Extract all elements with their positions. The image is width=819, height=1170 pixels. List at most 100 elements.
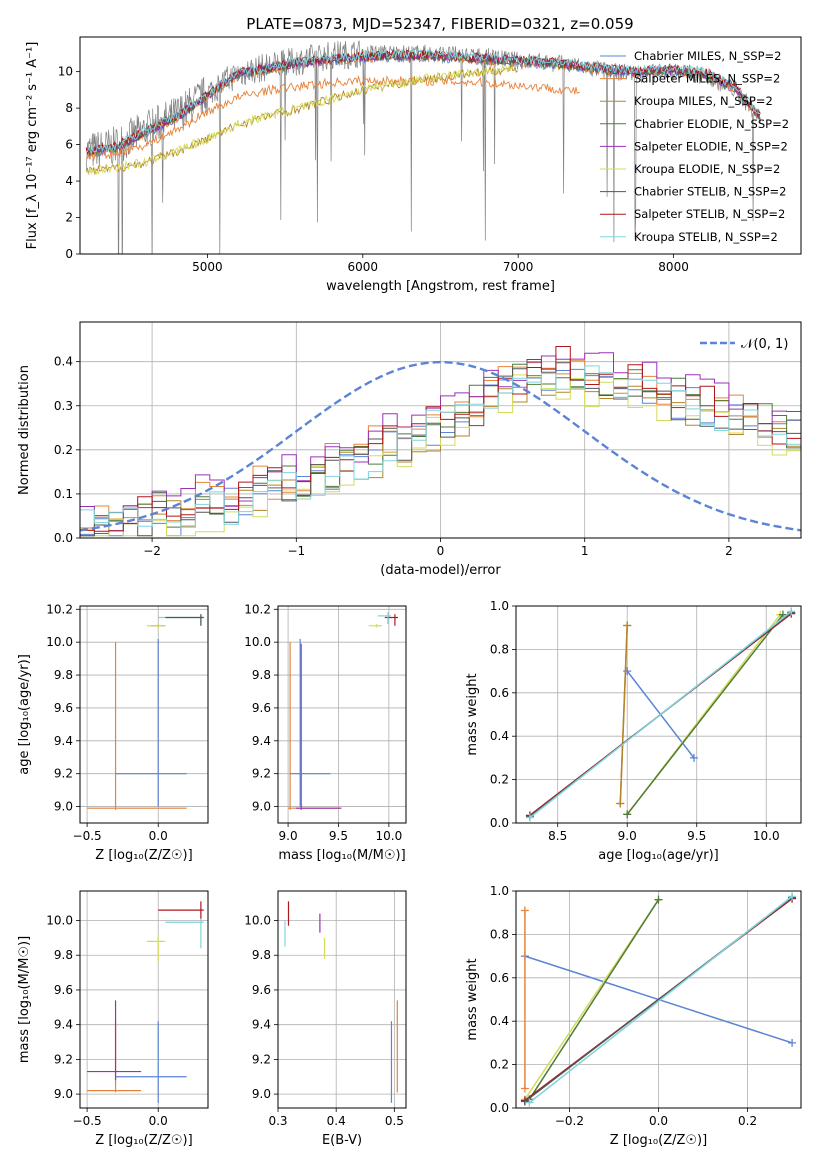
- massweight_vs_age-ytick-label: 0.8: [490, 642, 509, 656]
- massweight_vs_Z-ytick-label: 1.0: [490, 884, 509, 898]
- massweight_vs_age-xtick-label: 9.5: [687, 829, 706, 843]
- mass_vs_Z-xlabel: Z [log₁₀(Z/Z☉)]: [95, 1133, 192, 1148]
- age_vs_Z-point-4: [158, 614, 204, 626]
- figure-title: PLATE=0873, MJD=52347, FIBERID=0321, z=0…: [246, 15, 633, 33]
- legend-label-4: Salpeter ELODIE, N_SSP=2: [634, 139, 788, 153]
- massweight_vs_age-marker: [689, 753, 698, 762]
- age_vs_Z-xtick-label: −0.5: [73, 829, 102, 843]
- massweight_vs_Z-frame: [515, 890, 802, 1109]
- legend-label-7: Salpeter STELIB, N_SSP=2: [634, 207, 785, 221]
- massweight_vs_Z-ytick-label: 0.2: [490, 1058, 509, 1072]
- mass_vs_Z-ytick-label: 9.4: [54, 1018, 73, 1032]
- massweight_vs_age-plot: [525, 607, 796, 822]
- massweight_vs_age-xtick-label: 9.0: [618, 829, 637, 843]
- massweight_vs_Z-marker: [654, 895, 663, 904]
- legend-label-3: Chabrier ELODIE, N_SSP=2: [634, 117, 789, 131]
- mass_vs_ebv-plot: [284, 901, 398, 1103]
- age_vs_Z-point-5: [165, 614, 204, 626]
- age_vs_mass-point-1: [296, 643, 342, 810]
- model-spectrum-1: [85, 75, 580, 162]
- age_vs_Z-point-1: [115, 638, 187, 807]
- spectrum-ylabel: Flux [f_λ 10⁻¹⁷ erg cm⁻² s⁻¹ A⁻¹]: [25, 42, 40, 250]
- age_vs_mass-frame: [277, 605, 407, 824]
- legend-label-0: Chabrier MILES, N_SSP=2: [634, 49, 781, 63]
- age_vs_mass-ytick-label: 10.0: [244, 635, 271, 649]
- mass_vs_Z-ytick-label: 9.6: [54, 983, 73, 997]
- age_vs_Z-ytick-label: 9.6: [54, 701, 73, 715]
- mass_vs_Z-axes: −0.5 0.0 9.0 9.2 9.4 9.6 9.8 10.0 Z [log₁₀(Z/Z☉)…: [17, 891, 208, 1148]
- massweight_vs_Z-line-6: [528, 895, 793, 1104]
- spectrum-xtick-label: 5000: [192, 260, 223, 274]
- massweight_vs_Z-xtick-label: 0.0: [649, 1114, 668, 1128]
- spectrum-xtick-label: 6000: [348, 260, 379, 274]
- age_vs_mass-point-5: [377, 612, 391, 625]
- massweight_vs_age-marker: [623, 810, 632, 819]
- mass_vs_ebv-ytick-label: 9.6: [252, 983, 271, 997]
- age_vs_mass-point-2: [290, 638, 331, 807]
- legend-label-2: Kroupa MILES, N_SSP=2: [634, 94, 773, 108]
- mass_vs_ebv-ytick-label: 9.8: [252, 948, 271, 962]
- residual_hist-xtick-label: −2: [143, 544, 161, 558]
- mass_vs_Z-frame: [79, 890, 209, 1109]
- mass_vs_Z-ytick-label: 10.0: [46, 914, 73, 928]
- hist-series-0: [80, 368, 801, 537]
- mass_vs_Z-point-2: [115, 1021, 187, 1103]
- age_vs_Z-ylabel: age [log₁₀(age/yr)]: [17, 654, 32, 775]
- mass_vs_Z-ytick-label: 9.8: [54, 948, 73, 962]
- mass_vs_Z-point-0: [87, 1021, 142, 1093]
- legend-label-6: Chabrier STELIB, N_SSP=2: [634, 185, 786, 199]
- mass_vs_ebv-ytick-label: 9.4: [252, 1018, 271, 1032]
- mass_vs_ebv-xlabel: E(B-V): [322, 1133, 362, 1148]
- massweight_vs_Z-marker: [788, 1038, 797, 1047]
- gaussian-curve: [80, 360, 801, 532]
- massweight_vs_age-xtick-label: 10.0: [753, 829, 780, 843]
- residual_hist-ytick-label: 0.0: [54, 531, 73, 545]
- massweight_vs_age-ytick-label: 1.0: [490, 599, 509, 613]
- mass_vs_Z-point-3: [146, 936, 166, 963]
- age_vs_mass-plot: [288, 612, 398, 810]
- hist-series-8: [80, 365, 801, 528]
- age_vs_Z-axes: −0.5 0.0 9.0 9.2 9.4 9.6 9.8 10.0 10.2 Z [log₁₀(Z…: [17, 602, 208, 863]
- legend-label-8: Kroupa STELIB, N_SSP=2: [634, 230, 778, 244]
- mass_vs_ebv-axes: 0.3 0.4 0.5 9.0 9.2 9.4 9.6 9.8 10.0 E(B-V): [244, 891, 406, 1148]
- massweight_vs_Z-ytick-label: 0.4: [490, 1014, 509, 1028]
- age_vs_mass-axes: 9.0 9.5 10.0 9.0 9.2 9.4 9.6 9.8 10.0 10.2 mass [l…: [244, 602, 406, 863]
- residual_hist-xlabel: (data-model)/error: [380, 563, 501, 578]
- spectrum-xtick-label: 7000: [503, 260, 534, 274]
- mass_vs_Z-xtick-label: −0.5: [73, 1114, 102, 1128]
- model-spectrum-7: [85, 49, 761, 156]
- gaussian-legend-label: 𝒩(0, 1): [741, 337, 788, 352]
- spectrum-ytick-label: 8: [65, 101, 73, 115]
- model-spectrum-4: [86, 49, 761, 155]
- massweight_vs_age-frame: [515, 605, 802, 824]
- age_vs_Z-xlabel: Z [log₁₀(Z/Z☉)]: [95, 848, 192, 863]
- residual_hist-frame: [79, 321, 802, 539]
- spectrum-axes: 5000 6000 7000 8000 0 2 4 6 8 10 wavelength [Angst…: [25, 42, 689, 294]
- age_vs_Z-ytick-label: 9.8: [54, 668, 73, 682]
- massweight_vs_age-axes: 8.5 9.0 9.5 10.0 0.0 0.2 0.4 0.6 0.8 1.0 age [log₁…: [465, 599, 801, 863]
- massweight_vs_age-marker: [787, 607, 796, 616]
- mass_vs_Z-point-1: [87, 1000, 142, 1081]
- hist-series-5: [80, 374, 801, 537]
- mass_vs_Z-ylabel: mass [log₁₀(M/M☉)]: [17, 936, 32, 1063]
- age_vs_mass-ytick-label: 9.6: [252, 701, 271, 715]
- massweight_vs_Z-marker: [525, 1098, 534, 1107]
- age_vs_Z-frame: [79, 605, 209, 824]
- spectrum-frame: [79, 36, 802, 255]
- spectrum-ytick-label: 6: [65, 138, 73, 152]
- massweight_vs_Z-ytick-label: 0.6: [490, 971, 509, 985]
- residual_hist-xtick-label: 0: [437, 544, 445, 558]
- hist-series-7: [80, 346, 801, 532]
- massweight_vs_Z-marker: [788, 892, 797, 901]
- age_vs_mass-point-4: [384, 614, 398, 626]
- mass_vs_ebv-ytick-label: 10.0: [244, 914, 271, 928]
- massweight_vs_age-marker: [525, 813, 534, 822]
- mass_vs_Z-plot: [87, 901, 204, 1103]
- massweight_vs_Z-xtick-label: −0.2: [555, 1114, 584, 1128]
- spectrum-ytick-label: 4: [65, 174, 73, 188]
- age_vs_Z-ytick-label: 10.2: [46, 602, 73, 616]
- residual_hist-xtick-label: 2: [725, 544, 733, 558]
- age_vs_mass-xtick-label: 9.5: [329, 829, 348, 843]
- massweight_vs_Z-ylabel: mass weight: [465, 958, 480, 1040]
